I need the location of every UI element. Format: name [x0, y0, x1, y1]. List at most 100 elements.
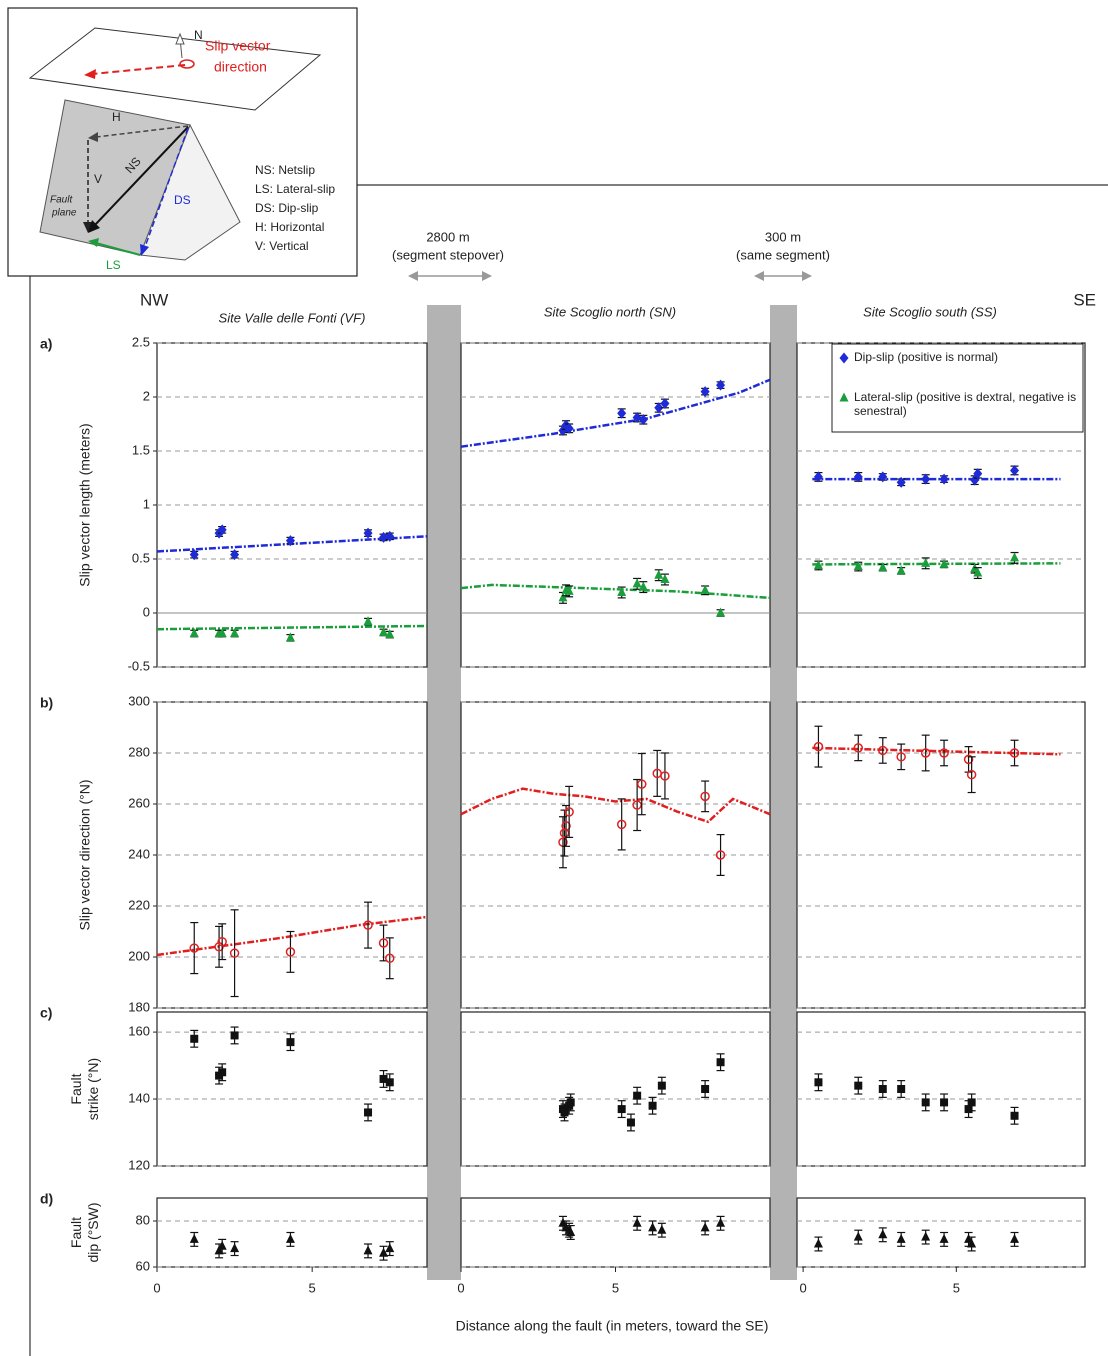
data-point — [878, 745, 888, 756]
data-point — [229, 948, 240, 958]
data-point — [920, 748, 931, 758]
trend-line — [812, 562, 1061, 566]
data-point — [218, 1068, 227, 1077]
data-point — [660, 574, 670, 584]
data-point — [564, 585, 574, 595]
data-point — [648, 1222, 658, 1232]
inset-legend: DS: Dip-slip — [255, 201, 319, 215]
inset: N Slip vector direction H V NS DS LS Fau… — [7, 7, 358, 277]
y-tick-label: 0.5 — [132, 550, 150, 565]
slip-vector-label: Slip vector — [205, 38, 271, 54]
data-point — [378, 938, 389, 948]
data-point — [966, 769, 977, 780]
data-point — [190, 1034, 199, 1043]
arrow-head — [754, 271, 764, 281]
site-title: Site Valle delle Fonti (VF) — [219, 310, 366, 325]
stepover-distance: 2800 m — [426, 229, 469, 244]
data-point — [363, 616, 373, 626]
data-point — [878, 562, 888, 572]
data-point — [626, 1118, 635, 1127]
data-point — [964, 1105, 973, 1114]
data-point — [813, 471, 823, 483]
data-point — [853, 471, 863, 483]
data-point — [217, 936, 227, 947]
north-arrow-head — [175, 32, 185, 45]
inset-legend: LS: Lateral-slip — [255, 182, 335, 196]
data-point — [700, 584, 710, 594]
data-point — [657, 1081, 666, 1090]
stepover-gap — [770, 305, 797, 1280]
y-tick-label: 220 — [128, 897, 150, 912]
data-point — [379, 1247, 389, 1257]
data-point — [878, 471, 888, 483]
y-tick-label: 280 — [128, 744, 150, 759]
panel-label: a) — [40, 336, 52, 352]
data-point — [285, 632, 295, 642]
y-tick-label: 120 — [128, 1157, 150, 1172]
y-tick-label: 140 — [128, 1090, 150, 1105]
data-point — [385, 530, 395, 542]
site-title: Site Scoglio south (SS) — [863, 304, 997, 319]
arrow-head — [88, 238, 99, 247]
panel-label: d) — [40, 1191, 53, 1207]
data-point — [853, 561, 863, 571]
y-tick-label: 2.5 — [132, 334, 150, 349]
data-point — [217, 628, 227, 638]
data-point — [700, 1222, 710, 1232]
y-tick-label: 80 — [136, 1212, 150, 1227]
legend-entry: Lateral-slip (positive is dextral, negat… — [854, 390, 1076, 418]
panel-label: b) — [40, 695, 53, 711]
y-tick-label: 200 — [128, 948, 150, 963]
data-point — [716, 607, 726, 617]
y-tick-label: 60 — [136, 1258, 150, 1273]
data-point — [973, 567, 983, 577]
data-point — [230, 628, 240, 638]
trend-line — [460, 787, 771, 824]
fault-plane-label: Fault — [50, 195, 73, 206]
ls-vector — [95, 242, 141, 256]
data-point — [939, 558, 949, 568]
stepover-gap — [427, 305, 461, 1280]
data-point — [967, 1098, 976, 1107]
data-point — [839, 352, 849, 364]
data-point — [364, 1108, 373, 1117]
data-point — [189, 943, 199, 953]
plot-frame — [460, 1197, 771, 1268]
data-point — [854, 1081, 863, 1090]
data-point — [1010, 552, 1020, 562]
data-point — [189, 549, 199, 561]
data-point — [921, 473, 931, 485]
ns-vector — [93, 126, 189, 227]
data-point — [385, 1243, 395, 1253]
data-point — [385, 1078, 394, 1087]
y-axis-label: Slip vector length (meters) — [77, 423, 93, 586]
y-tick-label: 2 — [143, 388, 150, 403]
data-point — [716, 1058, 725, 1067]
inset-legend: H: Horizontal — [255, 220, 324, 234]
data-point — [561, 821, 571, 831]
data-point — [963, 754, 974, 765]
arrow-head — [83, 222, 93, 233]
inset-legend: NS: Netslip — [255, 163, 315, 177]
data-point — [638, 414, 648, 426]
data-point — [654, 569, 664, 579]
legend-box — [831, 343, 1084, 433]
data-point — [616, 819, 627, 830]
arrow-head — [408, 271, 418, 281]
data-point — [921, 1098, 930, 1107]
data-point — [632, 1217, 642, 1227]
stepover-distance: 300 m — [765, 229, 801, 244]
site-title: Site Scoglio north (SN) — [544, 304, 676, 319]
data-point — [633, 1091, 642, 1100]
data-point — [896, 752, 906, 762]
x-tick-label: 5 — [309, 1280, 316, 1295]
arrow-head — [140, 244, 149, 256]
x-tick-label: 5 — [953, 1280, 960, 1295]
data-point — [839, 392, 849, 402]
data-point — [566, 1098, 575, 1107]
data-point — [617, 1105, 626, 1114]
data-point — [967, 1238, 977, 1248]
data-point — [654, 402, 664, 414]
data-point — [558, 592, 568, 602]
